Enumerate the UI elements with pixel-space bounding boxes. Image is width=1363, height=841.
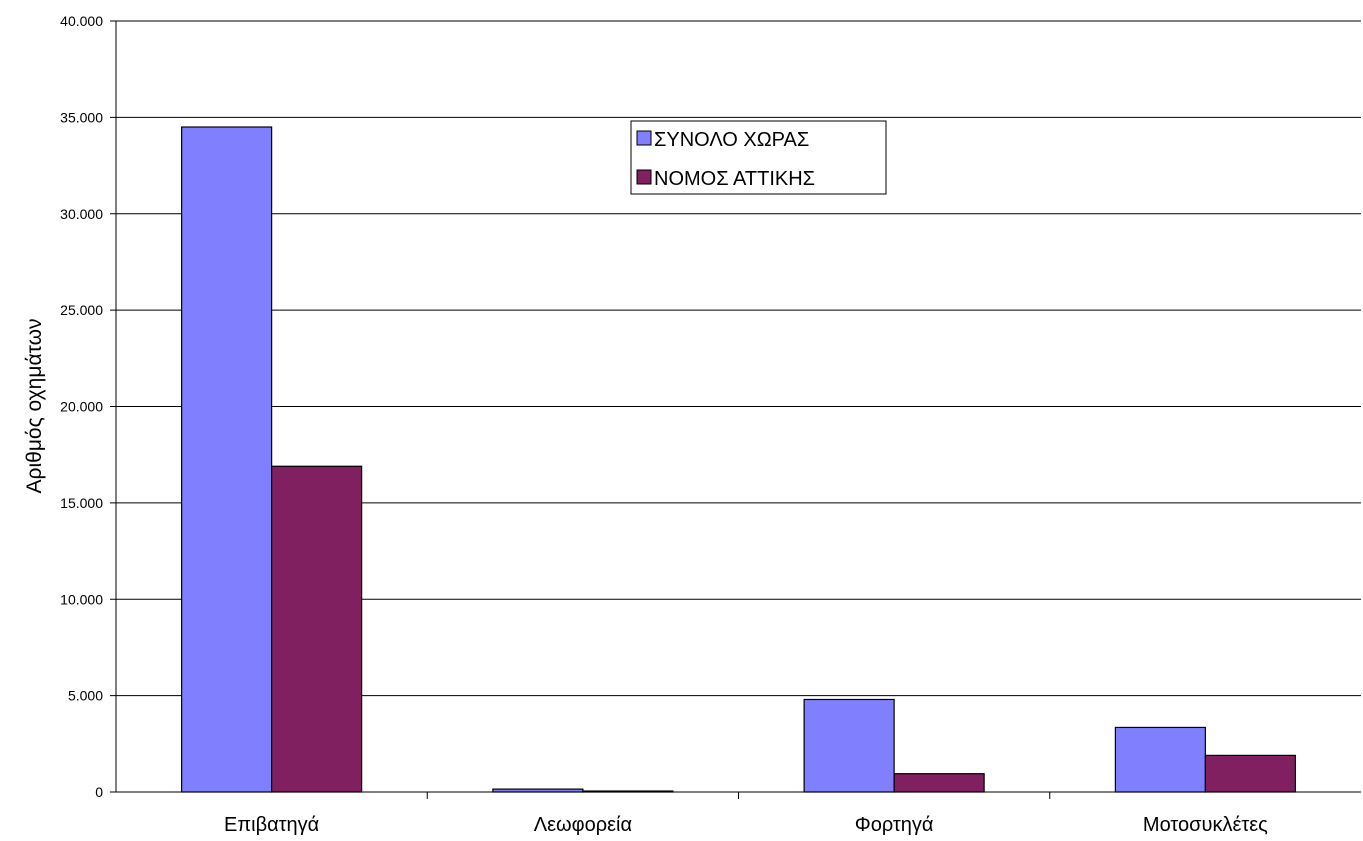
bar-2 [271, 465, 363, 793]
y-tick-label: 25.000 [60, 302, 103, 318]
legend-box [630, 120, 887, 195]
y-tick-label: 15.000 [60, 495, 103, 511]
legend-label-series-1: ΣΥΝΟΛΟ ΧΩΡΑΣ [654, 129, 809, 151]
x-category-label: Επιβατηγά [224, 814, 319, 836]
x-category-label: Μοτοσυκλέτες [1143, 814, 1268, 836]
legend-swatch-series-2 [636, 169, 652, 185]
y-tick-label: 35.000 [60, 109, 103, 125]
bar-2 [893, 773, 985, 793]
bar-1 [1114, 726, 1206, 793]
x-category-label: Φορτηγά [855, 814, 934, 836]
tick-labels: 0 5.000 10.000 15.000 20.000 25.000 30.000 35.0… [60, 13, 1268, 836]
y-axis-title: Αριθμός οχημάτων [23, 319, 46, 494]
legend: ΣΥΝΟΛΟ ΧΩΡΑΣ ΝΟΜΟΣ ΑΤΤΙΚΗΣ [630, 120, 887, 195]
legend-swatch-series-1 [636, 130, 652, 146]
x-category-label: Λεωφορεία [534, 814, 632, 836]
y-tick-label: 40.000 [60, 13, 103, 29]
bar-2 [1204, 754, 1296, 793]
legend-label-series-2: ΝΟΜΟΣ ΑΤΤΙΚΗΣ [654, 168, 815, 190]
bar-1 [803, 698, 895, 793]
y-tick-label: 10.000 [60, 591, 103, 607]
y-tick-label: 20.000 [60, 399, 103, 415]
axes [110, 20, 1361, 799]
y-tick-label: 0 [95, 784, 103, 800]
y-tick-label: 5.000 [68, 688, 103, 704]
y-tick-label: 30.000 [60, 206, 103, 222]
bars [181, 126, 1296, 793]
bar-1 [181, 126, 273, 793]
